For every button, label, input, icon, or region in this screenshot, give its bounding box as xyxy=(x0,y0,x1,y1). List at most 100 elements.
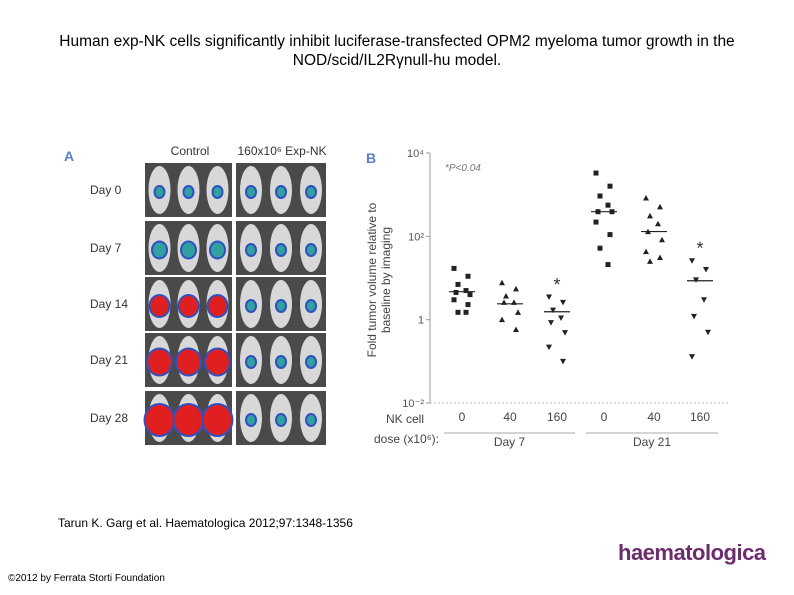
x-tick-label: 40 xyxy=(647,410,661,424)
data-point xyxy=(605,262,611,268)
annotation: *P<0.04 xyxy=(445,163,481,174)
y-tick-label: 10² xyxy=(408,231,424,243)
signal xyxy=(307,187,315,197)
y-tick-label: 10⁻² xyxy=(402,398,424,410)
row-label: Day 7 xyxy=(90,241,122,255)
signal xyxy=(145,405,174,435)
signal xyxy=(247,245,255,255)
data-point xyxy=(467,292,473,298)
x-tick-label: 160 xyxy=(690,410,710,424)
data-point xyxy=(562,330,568,336)
data-point xyxy=(546,294,552,300)
data-point xyxy=(705,329,711,336)
data-point xyxy=(463,309,469,315)
signal xyxy=(179,296,198,316)
data-point xyxy=(605,202,611,208)
journal-logo: haematologica xyxy=(618,540,766,565)
slide-title: Human exp-NK cells significantly inhibit… xyxy=(59,33,735,69)
group-label: Day 21 xyxy=(633,435,671,449)
y-axis-label: baseline by imaging xyxy=(379,227,393,333)
signal xyxy=(277,415,285,425)
signal xyxy=(277,245,285,255)
data-point xyxy=(455,281,461,287)
data-point xyxy=(515,309,521,315)
data-point xyxy=(546,344,552,351)
signal xyxy=(247,415,255,425)
signal xyxy=(277,357,285,367)
data-point xyxy=(593,170,599,176)
signal xyxy=(148,349,171,375)
data-point xyxy=(465,273,471,279)
data-point xyxy=(503,292,509,299)
signal xyxy=(307,415,315,425)
x-tick-label: 40 xyxy=(503,410,517,424)
data-point xyxy=(655,220,661,227)
signal xyxy=(247,187,255,197)
x-title: NK cell xyxy=(386,412,424,426)
signal xyxy=(247,301,255,311)
data-point xyxy=(513,326,519,333)
y-tick-label: 10⁴ xyxy=(407,148,424,160)
signal xyxy=(277,301,285,311)
data-point xyxy=(593,219,599,225)
copyright: ©2012 by Ferrata Storti Foundation xyxy=(8,573,165,584)
significance-mark: * xyxy=(696,239,703,259)
data-point xyxy=(659,236,665,243)
data-point xyxy=(451,265,457,271)
column-label: Control xyxy=(171,144,210,158)
signal xyxy=(203,405,232,435)
data-point xyxy=(607,232,613,238)
signal xyxy=(155,187,164,197)
y-tick-label: 1 xyxy=(418,315,424,327)
data-point xyxy=(560,299,566,306)
data-point xyxy=(643,248,649,255)
x-tick-label: 0 xyxy=(601,410,608,424)
panel-label: B xyxy=(366,150,376,166)
data-point xyxy=(558,315,564,321)
data-point xyxy=(701,297,707,303)
citation: Tarun K. Garg et al. Haematologica 2012;… xyxy=(58,516,353,530)
data-point xyxy=(689,258,695,264)
data-point xyxy=(548,320,554,326)
signal xyxy=(153,242,166,258)
data-point xyxy=(465,302,471,308)
x-tick-label: 0 xyxy=(459,410,466,424)
row-label: Day 21 xyxy=(90,353,128,367)
data-point xyxy=(657,254,663,261)
data-point xyxy=(499,316,505,323)
row-label: Day 0 xyxy=(90,183,122,197)
signal xyxy=(208,296,227,316)
signal xyxy=(307,301,315,311)
data-point xyxy=(550,307,556,314)
signal xyxy=(307,357,315,367)
data-point xyxy=(691,313,697,320)
significance-mark: * xyxy=(553,275,560,295)
data-point xyxy=(689,354,695,360)
data-point xyxy=(607,183,613,189)
panel-label: A xyxy=(64,148,74,164)
x-tick-label: 160 xyxy=(547,410,567,424)
signal xyxy=(150,296,169,316)
signal xyxy=(184,187,193,197)
data-point xyxy=(657,203,663,210)
signal xyxy=(247,357,255,367)
data-point xyxy=(499,279,505,286)
group-label: Day 7 xyxy=(494,435,526,449)
signal xyxy=(177,349,200,375)
data-point xyxy=(513,285,519,292)
signal xyxy=(182,242,195,258)
data-point xyxy=(647,212,653,219)
signal xyxy=(277,187,285,197)
signal xyxy=(211,242,224,258)
data-point xyxy=(703,266,709,273)
signal xyxy=(174,405,203,435)
row-label: Day 14 xyxy=(90,297,128,311)
data-point xyxy=(597,245,603,251)
signal xyxy=(206,349,229,375)
column-label: 160x10⁶ Exp-NK xyxy=(238,144,327,158)
signal xyxy=(307,245,315,255)
row-label: Day 28 xyxy=(90,411,128,425)
signal xyxy=(213,187,222,197)
data-point xyxy=(597,193,603,199)
x-title: dose (x10⁶): xyxy=(374,432,439,446)
